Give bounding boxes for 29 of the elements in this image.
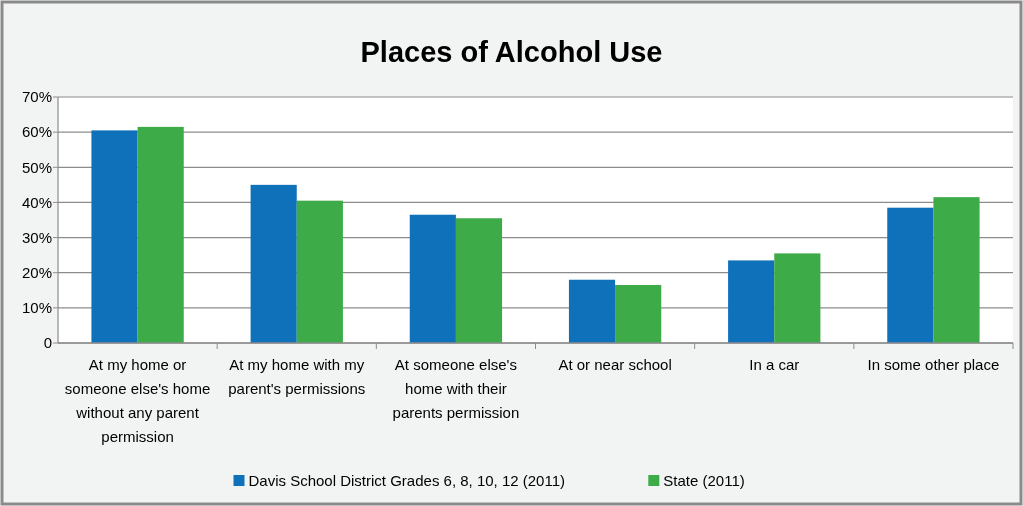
x-tick-label: In some other place	[867, 356, 1000, 373]
x-tick-label: At or near school	[558, 356, 672, 373]
legend-label: Davis School District Grades 6, 8, 10, 12 (2011)	[248, 472, 566, 489]
bar	[887, 207, 934, 343]
y-tick-label: 0	[43, 334, 52, 352]
bar	[91, 130, 138, 343]
bar	[728, 260, 775, 343]
y-tick-label: 40%	[21, 193, 52, 211]
bar	[774, 253, 821, 343]
bar	[933, 197, 980, 343]
y-tick-label: 20%	[21, 263, 52, 281]
bar	[250, 184, 297, 343]
y-tick-label: 30%	[21, 228, 52, 246]
bar	[409, 214, 456, 343]
x-tick-label: At my home with my parent's permissions	[228, 356, 366, 397]
x-tick-label: At someone else's home with their parents permission	[392, 356, 520, 421]
y-tick-label: 50%	[21, 158, 52, 176]
bar	[137, 126, 184, 343]
bar	[615, 285, 662, 343]
y-tick-label: 70%	[21, 88, 52, 106]
chart-title: Places of Alcohol Use	[360, 36, 663, 68]
bar	[296, 200, 343, 343]
x-tick-label: At my home or someone else's home without any parent permission	[64, 356, 211, 445]
legend-label: State (2011)	[663, 472, 745, 489]
x-tick-label: In a car	[749, 356, 800, 373]
bar	[568, 279, 616, 343]
y-tick-label: 10%	[21, 299, 52, 317]
y-tick-label: 60%	[21, 123, 52, 141]
bar	[455, 218, 503, 343]
